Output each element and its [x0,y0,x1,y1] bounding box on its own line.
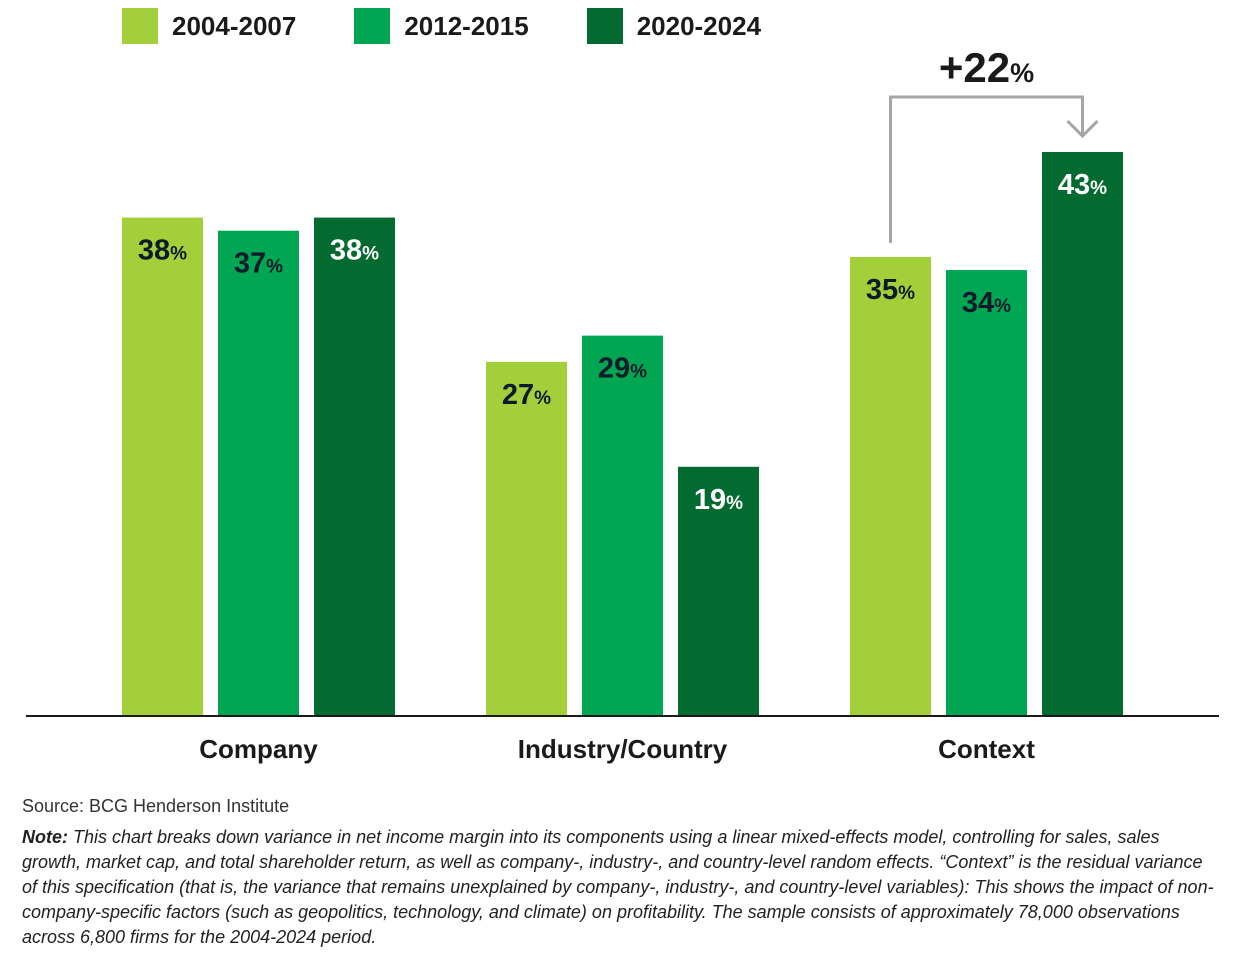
bar-2012-2015-Company [218,230,299,716]
legend-label: 2004-2007 [172,10,297,41]
data-label: 38% [330,235,379,267]
annotation-bracket [889,95,1084,243]
note-label: Note: [22,827,68,847]
data-label: 27% [502,379,551,411]
annotation-arrowhead [1066,119,1099,139]
category-label: Company [199,734,318,764]
data-label: 43% [1058,169,1107,201]
legend-swatch [122,8,158,44]
note-body: This chart breaks down variance in net i… [22,827,1214,947]
chart-footer: Source: BCG Henderson Institute Note: Th… [22,796,1222,950]
bar-2020-2024-Company [314,217,395,716]
bar-2004-2007-Context [850,256,931,716]
legend-item-2020-2024: 2020-2024 [586,8,762,44]
data-label: 38% [138,235,187,267]
category-label: Industry/Country [518,734,728,764]
annotation-label: +22% [939,44,1034,91]
legend-swatch [586,8,623,44]
bar-2020-2024-Industry/Country [678,466,759,716]
legend-label: 2020-2024 [636,10,762,41]
legend-swatch [354,8,391,44]
bar-2012-2015-Industry/Country [582,335,663,716]
bar-2004-2007-Company [122,217,203,716]
category-label: Context [938,734,1035,764]
legend-label: 2012-2015 [404,10,529,41]
data-label: 29% [598,353,647,385]
legend-item-2004-2007: 2004-2007 [122,8,296,44]
bar-2004-2007-Industry/Country [486,361,567,716]
source-text: Source: BCG Henderson Institute [22,796,290,816]
data-label: 19% [694,484,743,516]
legend-item-2012-2015: 2012-2015 [354,8,529,44]
data-label: 35% [866,274,915,306]
bar-2020-2024-Context [1042,152,1123,716]
legend: 2004-2007 2012-2015 2020-2024 [122,8,819,44]
bar-chart: 38% 37% 38% Company 27% 29% 19% Industry/Countr… [26,44,1219,764]
note-text: Note: This chart breaks down variance in… [22,825,1222,950]
data-label: 37% [234,248,283,280]
data-label: 34% [962,287,1011,319]
bar-2012-2015-Context [946,270,1027,716]
